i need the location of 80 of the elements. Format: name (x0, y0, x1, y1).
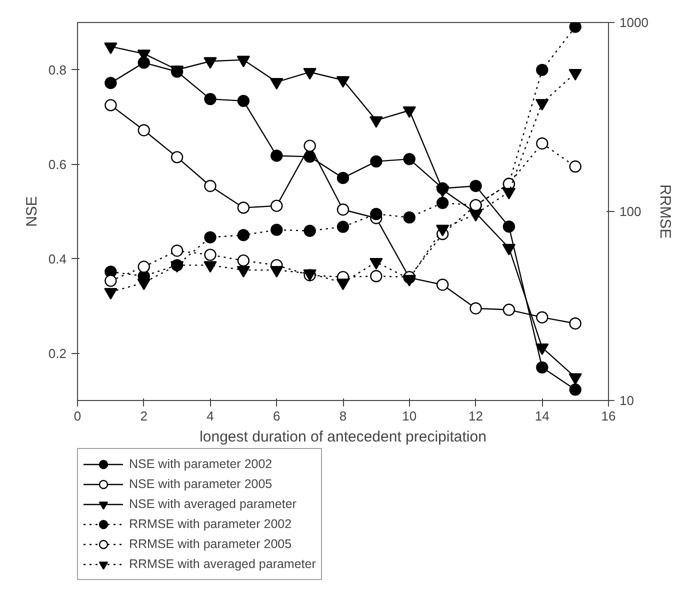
point (568, 69, 582, 81)
point (204, 92, 216, 106)
y-tick-label: 0.6 (48, 156, 67, 172)
point (270, 150, 283, 162)
y2-tick-label: 1000 (620, 15, 648, 30)
point (569, 317, 582, 330)
point (104, 99, 117, 112)
point (304, 140, 316, 152)
point (436, 196, 449, 210)
point (237, 254, 250, 267)
point (569, 22, 582, 33)
point (204, 180, 216, 192)
x-tick-label: 8 (339, 408, 347, 424)
y-tick-label: 0.2 (48, 346, 67, 361)
legend-label: NSE with averaged parameter (129, 496, 296, 513)
x-axis-title: longest duration of antecedent precipitation (200, 428, 486, 446)
point (104, 42, 118, 54)
y2-tick-label: 10 (620, 393, 634, 408)
x-tick-label: 0 (74, 408, 82, 424)
x-tick-label: 4 (206, 408, 214, 424)
point (403, 152, 416, 166)
y2-tick-label: 100 (620, 204, 642, 219)
legend-label: RRMSE with averaged parameter (129, 556, 316, 573)
y-axis-title: NSE (23, 196, 40, 227)
point (569, 384, 582, 396)
point (204, 231, 216, 244)
legend-label: RRMSE with parameter 2005 (129, 536, 292, 553)
point (237, 94, 250, 108)
point (402, 106, 416, 118)
point (236, 56, 250, 68)
point (336, 220, 350, 233)
point (370, 155, 382, 168)
point (370, 116, 383, 128)
point (138, 124, 150, 136)
point (569, 160, 582, 173)
point (436, 278, 449, 291)
legend-label: NSE with parameter 2005 (129, 476, 272, 493)
point (536, 311, 548, 324)
point (303, 68, 316, 80)
point (270, 224, 283, 236)
point (403, 211, 416, 224)
x-tick-label: 16 (601, 408, 616, 424)
point (436, 186, 450, 198)
point (138, 260, 150, 273)
point (470, 180, 482, 192)
point (270, 78, 284, 90)
point (104, 274, 117, 287)
x-tick-label: 12 (468, 408, 483, 424)
legend-label: RRMSE with parameter 2002 (129, 516, 292, 533)
point (502, 188, 516, 200)
x-tick-label: 6 (273, 408, 280, 424)
point (536, 64, 548, 76)
point (336, 204, 350, 216)
y-tick-label: 0.8 (48, 62, 67, 78)
point (204, 248, 216, 261)
point (237, 202, 250, 214)
point (370, 270, 382, 282)
y-tick-label: 0.4 (48, 251, 67, 266)
point (536, 361, 548, 374)
point (502, 304, 516, 316)
point (170, 244, 184, 257)
x-tick-label: 2 (140, 408, 148, 424)
point (470, 302, 482, 314)
point (536, 98, 549, 111)
point (336, 172, 350, 184)
x-tick-label: 10 (402, 408, 417, 424)
point (336, 76, 350, 88)
point (502, 244, 516, 256)
point (104, 76, 117, 90)
legend-label: NSE with parameter 2002 (129, 456, 272, 473)
point (170, 151, 184, 164)
y2-axis-title: RRMSE (656, 184, 674, 239)
point (536, 137, 548, 150)
point (204, 57, 217, 69)
x-tick-label: 14 (534, 408, 550, 424)
point (237, 229, 250, 242)
point (304, 224, 316, 237)
point (270, 200, 283, 212)
point (370, 208, 382, 220)
point (502, 220, 516, 233)
